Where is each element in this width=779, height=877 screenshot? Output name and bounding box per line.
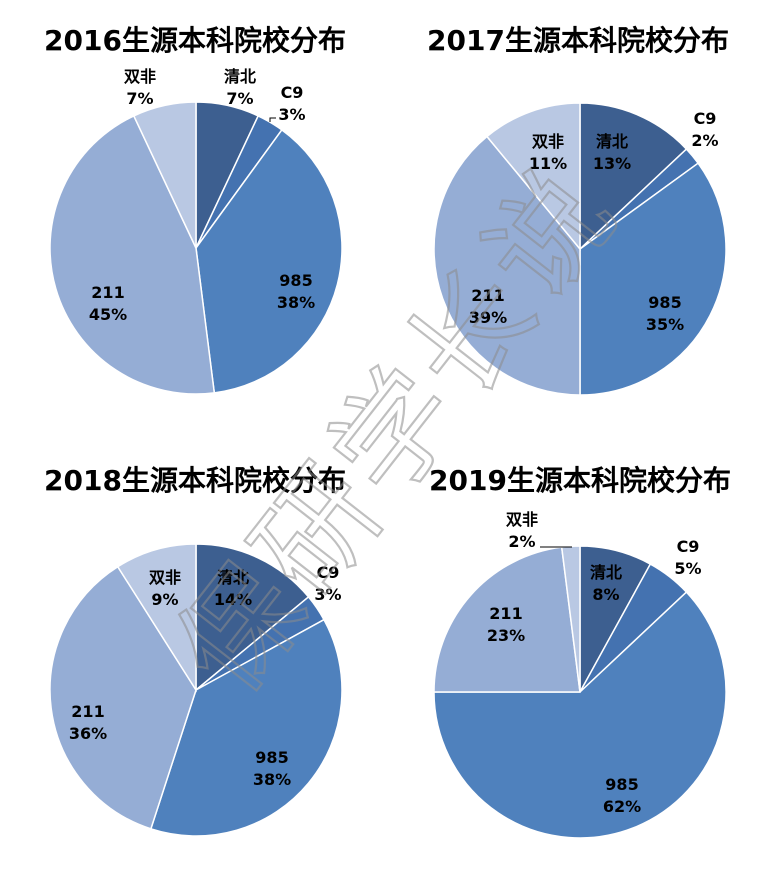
slice-value-label-0-4: 7% xyxy=(126,89,153,108)
pie-chart-2019: 2019生源本科院校分布 清北 8% C9 5% 985 62% 211 23% 双非 2% xyxy=(429,464,731,839)
slice-value-label-0-1: 3% xyxy=(278,105,305,124)
slice-category-label-3-0: 清北 xyxy=(590,563,622,582)
slice-value-label-3-2: 62% xyxy=(603,797,641,816)
slice-category-label-3-1: C9 xyxy=(677,537,700,556)
slice-category-label-1-4: 双非 xyxy=(532,132,564,151)
slice-category-label-2-0: 清北 xyxy=(217,568,249,587)
pie-slice-3-3 xyxy=(433,546,581,693)
slice-value-label-3-0: 8% xyxy=(592,585,619,604)
slice-category-label-0-3: 211 xyxy=(91,283,124,302)
slice-category-label-3-2: 985 xyxy=(605,775,638,794)
slice-category-label-2-4: 双非 xyxy=(149,568,181,587)
leader-line-0-0 xyxy=(269,117,276,122)
pie-slice-0-2 xyxy=(195,128,343,394)
slice-value-label-1-4: 11% xyxy=(529,154,567,173)
slice-value-label-1-3: 39% xyxy=(469,308,507,327)
slice-value-label-2-3: 36% xyxy=(69,724,107,743)
slice-category-label-0-1: C9 xyxy=(281,83,304,102)
pie-slice-0-3 xyxy=(49,114,216,395)
slice-category-label-2-3: 211 xyxy=(71,702,104,721)
pie-slice-1-4 xyxy=(485,102,581,252)
slice-value-label-3-3: 23% xyxy=(487,626,525,645)
slice-category-label-3-4: 双非 xyxy=(506,510,538,529)
slice-category-label-1-3: 211 xyxy=(471,286,504,305)
pie-slice-2-0 xyxy=(195,543,310,692)
chart-title-2017: 2017生源本科院校分布 xyxy=(427,24,729,57)
slice-value-label-2-0: 14% xyxy=(214,590,252,609)
pie-chart-2017: 2017生源本科院校分布 清北 13% C9 2% 985 35% 211 39% 双非 11% xyxy=(427,24,729,396)
pie-slice-3-2 xyxy=(433,590,727,839)
pie-slice-2-4 xyxy=(116,543,197,693)
slice-category-label-3-3: 211 xyxy=(489,604,522,623)
pie-slice-1-0 xyxy=(579,102,688,251)
slice-value-label-1-1: 2% xyxy=(691,131,718,150)
slice-value-label-3-4: 2% xyxy=(508,532,535,551)
slice-value-label-0-3: 45% xyxy=(89,305,127,324)
chart-title-2018: 2018生源本科院校分布 xyxy=(44,464,346,497)
slice-value-label-3-1: 5% xyxy=(674,559,701,578)
chart-title-2019: 2019生源本科院校分布 xyxy=(429,464,731,497)
slice-value-label-1-2: 35% xyxy=(646,315,684,334)
slice-category-label-1-1: C9 xyxy=(694,109,717,128)
slice-category-label-0-0: 清北 xyxy=(224,67,256,86)
pie-chart-2016: 2016生源本科院校分布 清北 7% C9 3% 985 38% 211 45% 双非 7% xyxy=(44,24,346,395)
slice-category-label-0-2: 985 xyxy=(279,271,312,290)
pie-slice-2-3 xyxy=(49,565,197,830)
slice-value-label-2-4: 9% xyxy=(151,590,178,609)
pie-slice-0-4 xyxy=(132,101,197,249)
pie-slice-2-2 xyxy=(149,618,343,837)
slice-category-label-0-4: 双非 xyxy=(124,67,156,86)
pie-chart-2018: 2018生源本科院校分布 清北 14% C9 3% 985 38% 211 36% 双非 9% xyxy=(44,464,346,837)
slice-value-label-0-2: 38% xyxy=(277,293,315,312)
slice-category-label-1-0: 清北 xyxy=(596,132,628,151)
slice-value-label-2-2: 38% xyxy=(253,770,291,789)
slice-category-label-1-2: 985 xyxy=(648,293,681,312)
slice-value-label-0-0: 7% xyxy=(226,89,253,108)
pie-slice-1-3 xyxy=(433,135,581,396)
pie-slice-1-2 xyxy=(579,162,727,396)
chart-title-2016: 2016生源本科院校分布 xyxy=(44,24,346,57)
slice-category-label-2-1: C9 xyxy=(317,563,340,582)
slice-value-label-1-0: 13% xyxy=(593,154,631,173)
slice-category-label-2-2: 985 xyxy=(255,748,288,767)
slice-value-label-2-1: 3% xyxy=(314,585,341,604)
